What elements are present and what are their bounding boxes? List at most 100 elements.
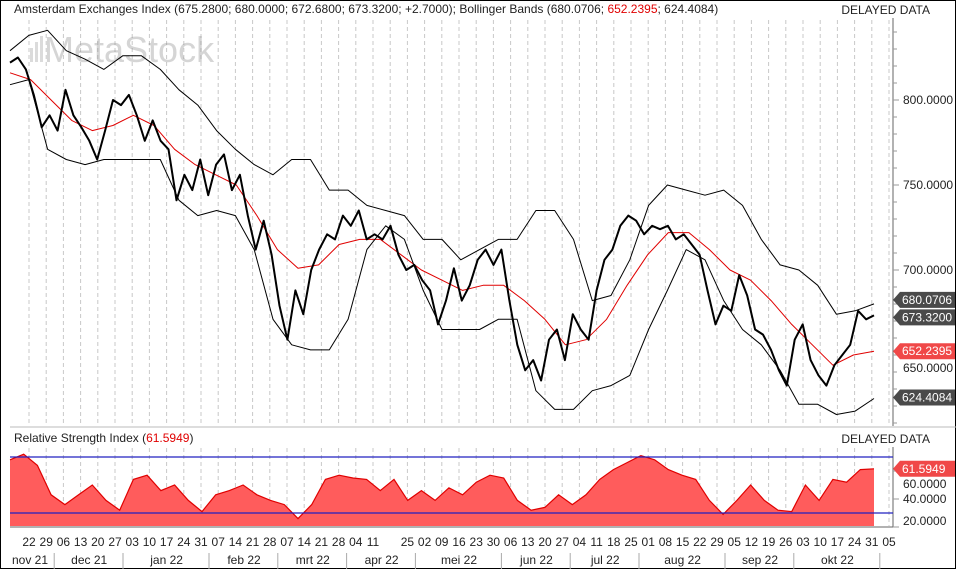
bb-legend-middle: 652.2395 xyxy=(607,2,657,16)
date-tick-label: 23 xyxy=(470,535,484,549)
rsi-axis-label: 60.0000 xyxy=(903,477,947,491)
month-label: dec 21 xyxy=(71,553,107,567)
rsi-delayed-data-label: DELAYED DATA xyxy=(841,432,930,446)
date-tick-label: 11 xyxy=(590,535,603,549)
upper-band-line xyxy=(9,29,875,315)
date-tick-label: 30 xyxy=(487,535,501,549)
date-tick-label: 12 xyxy=(745,535,759,549)
month-label: nov 21 xyxy=(12,553,48,567)
date-tick-label: 10 xyxy=(143,535,157,549)
date-tick-label: 25 xyxy=(624,535,638,549)
svg-text:652.2395: 652.2395 xyxy=(902,344,952,358)
price-axis-label: 750.0000 xyxy=(903,178,953,192)
price-axis-label: 800.0000 xyxy=(903,93,953,107)
rsi-line xyxy=(9,453,875,520)
date-tick-label: 24 xyxy=(177,535,191,549)
date-tick-label: 10 xyxy=(814,535,828,549)
date-tick-label: 21 xyxy=(315,535,329,549)
svg-text:680.0706: 680.0706 xyxy=(902,293,952,307)
rsi-legend: Relative Strength Index (61.5949) xyxy=(14,431,193,445)
date-tick-label: 15 xyxy=(676,535,690,549)
svg-text:61.5949: 61.5949 xyxy=(902,462,946,476)
price-series xyxy=(9,29,875,415)
rsi-series xyxy=(9,453,893,526)
date-tick-label: 13 xyxy=(74,535,88,549)
month-label: jan 22 xyxy=(149,553,183,567)
date-axis: 22 29 06 13 20 27 03 10 17 24 31 07 14 21 28 07 14 21 28 04… xyxy=(12,535,896,569)
date-tick-label: 31 xyxy=(194,535,208,549)
date-tick-label: 04 xyxy=(573,535,587,549)
date-tick-label: 03 xyxy=(126,535,140,549)
date-tick-label: 03 xyxy=(796,535,810,549)
date-tick-label: 29 xyxy=(710,535,724,549)
price-axis-label: 700.0000 xyxy=(903,263,953,277)
month-label: jul 22 xyxy=(590,553,620,567)
date-tick-label: 13 xyxy=(521,535,535,549)
lower-band-tag: 624.4084 xyxy=(893,389,955,406)
close-tag: 673.3200 xyxy=(893,309,955,326)
value-tags: 652.2395 624.4084 673.3200 680.0706 61.5949 xyxy=(893,291,955,477)
price-legend: Amsterdam Exchanges Index (675.2800; 680… xyxy=(14,2,718,16)
month-label: okt 22 xyxy=(821,553,854,567)
date-tick-label: 17 xyxy=(831,535,845,549)
watermark-bars-icon xyxy=(30,36,43,62)
date-tick-label: 16 xyxy=(452,535,466,549)
date-tick-label: 31 xyxy=(865,535,879,549)
date-tick-label: 07 xyxy=(212,535,226,549)
date-tick-label: 07 xyxy=(280,535,294,549)
date-tick-label: 06 xyxy=(504,535,518,549)
rsi-legend-value: 61.5949 xyxy=(146,431,190,445)
date-tick-label: 26 xyxy=(779,535,793,549)
date-tick-label: 27 xyxy=(556,535,570,549)
date-tick-label: 22 xyxy=(693,535,707,549)
date-tick-label: 05 xyxy=(728,535,742,549)
date-tick-label: 14 xyxy=(229,535,243,549)
upper-band-tag: 680.0706 xyxy=(893,291,955,308)
date-tick-label: 14 xyxy=(298,535,312,549)
date-tick-label: 24 xyxy=(848,535,862,549)
date-tick-label: 27 xyxy=(108,535,122,549)
month-label: jun 22 xyxy=(519,553,553,567)
date-tick-label: 04 xyxy=(349,535,363,549)
svg-text:673.3200: 673.3200 xyxy=(902,310,952,324)
date-tick-label: 02 xyxy=(418,535,432,549)
index-legend: Amsterdam Exchanges Index (675.2800; 680… xyxy=(14,2,459,16)
date-tick-label: 18 xyxy=(607,535,621,549)
date-tick-label: 28 xyxy=(332,535,346,549)
date-tick-label: 09 xyxy=(435,535,449,549)
date-tick-label: 01 xyxy=(642,535,656,549)
bb-legend-suffix: ; 624.4084) xyxy=(658,2,719,16)
date-tick-label: 28 xyxy=(263,535,277,549)
rsi-tag: 61.5949 xyxy=(893,460,955,477)
date-tick-label: 06 xyxy=(57,535,71,549)
metastock-watermark: MetaStock xyxy=(30,29,215,70)
month-label: mei 22 xyxy=(441,553,477,567)
price-axis-label: 650.0000 xyxy=(903,361,953,375)
date-tick-label: 29 xyxy=(40,535,54,549)
date-tick-label: 25 xyxy=(401,535,415,549)
date-tick-label: 05 xyxy=(882,535,896,549)
middle-band-tag: 652.2395 xyxy=(893,343,955,360)
rsi-axis-label: 20.0000 xyxy=(903,514,947,528)
date-tick-label: 19 xyxy=(762,535,776,549)
watermark-text: MetaStock xyxy=(44,29,215,70)
date-tick-label: 11 xyxy=(367,535,380,549)
svg-text:624.4084: 624.4084 xyxy=(902,391,952,405)
month-label: apr 22 xyxy=(365,553,399,567)
price-axis-labels: 800.0000 750.0000 700.0000 650.0000 xyxy=(903,93,953,375)
date-tick-label: 21 xyxy=(246,535,260,549)
close-line xyxy=(9,56,875,387)
delayed-data-label: DELAYED DATA xyxy=(841,3,930,17)
month-label: aug 22 xyxy=(664,553,701,567)
date-tick-label: 22 xyxy=(22,535,36,549)
date-tick-label: 20 xyxy=(538,535,552,549)
rsi-area xyxy=(10,454,874,526)
bb-legend-prefix: Bollinger Bands (680.0706; xyxy=(459,2,607,16)
date-tick-label: 08 xyxy=(659,535,673,549)
month-label: mrt 22 xyxy=(296,553,330,567)
date-tick-label: 20 xyxy=(91,535,105,549)
